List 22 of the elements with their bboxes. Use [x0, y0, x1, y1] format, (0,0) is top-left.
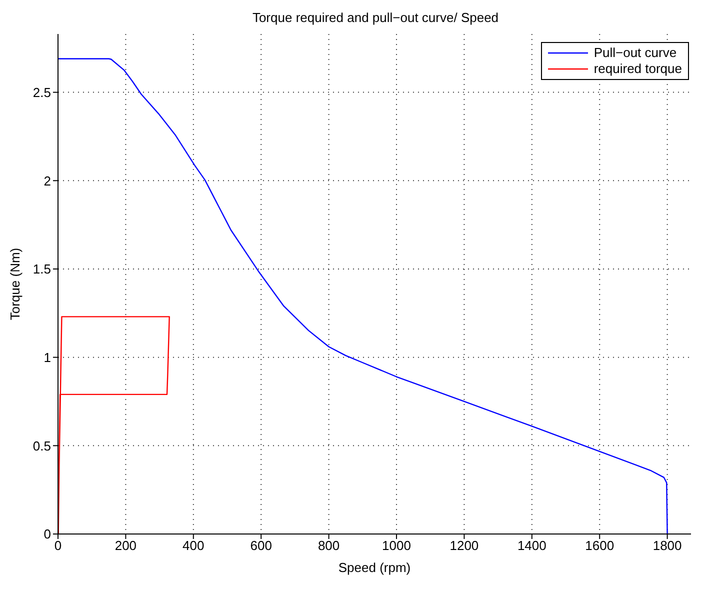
legend-label: required torque	[594, 61, 682, 77]
y-tick-label: 0	[44, 526, 51, 542]
x-tick-label: 800	[318, 538, 340, 554]
y-tick-label: 1	[44, 350, 51, 365]
legend-label: Pull−out curve	[594, 45, 677, 61]
line-series	[58, 316, 170, 534]
y-tick-label: 0.5	[32, 438, 51, 454]
chart-title: Torque required and pull−out curve/ Speed	[251, 10, 500, 25]
x-tick-label: 1800	[652, 538, 682, 554]
x-axis-title: Speed (rpm)	[338, 560, 411, 575]
x-tick-label: 1000	[382, 538, 411, 554]
x-tick-label: 1400	[517, 538, 546, 554]
x-tick-label: 600	[250, 538, 272, 554]
y-tick-label: 2.5	[32, 84, 51, 100]
x-tick-label: 400	[182, 538, 204, 554]
y-axis-title: Torque (Nm)	[8, 248, 23, 320]
x-tick-label: 200	[114, 538, 137, 554]
x-tick-label: 1600	[585, 538, 614, 554]
x-tick-label: 0	[54, 538, 62, 554]
y-tick-label: 2	[44, 173, 51, 188]
y-tick-label: 1.5	[32, 262, 51, 277]
x-tick-label: 1200	[450, 538, 479, 554]
